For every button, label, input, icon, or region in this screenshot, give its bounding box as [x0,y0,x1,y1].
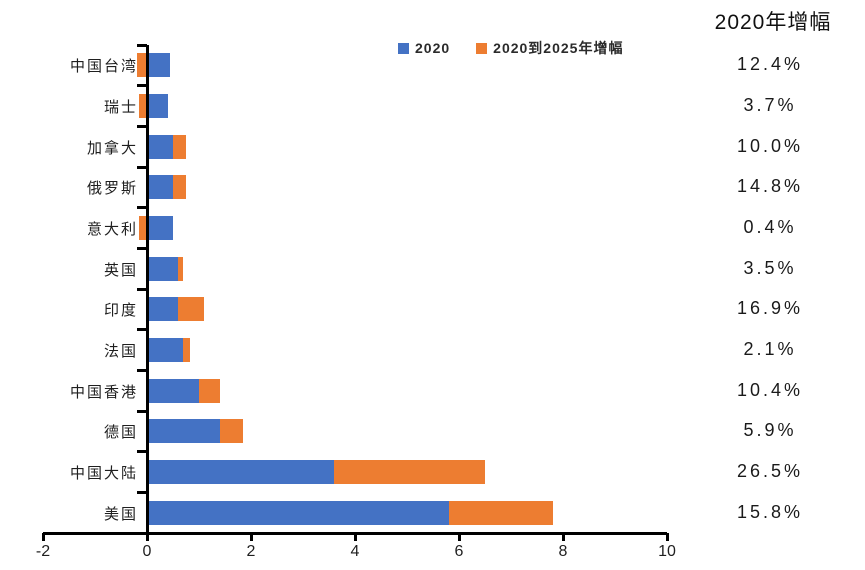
category-label: 英国 [103,260,138,279]
bar-2020-2025-growth [178,256,184,281]
bar-2020-2025-growth [334,460,485,484]
growth-value: 5.9% [743,420,797,441]
x-axis-tick [41,533,45,541]
growth-value: 10.0% [736,135,804,156]
bar-2020-2025-growth [219,419,244,444]
bar-2020 [147,460,335,484]
bar-2020 [147,378,199,403]
y-axis-tick [137,124,147,128]
y-axis-tick [137,490,147,494]
x-axis-tick-label: 0 [142,543,152,560]
category-label: 印度 [103,301,138,320]
growth-value: 14.8% [736,176,804,197]
legend-swatch-icon [398,42,409,54]
x-axis-tick-label: 2 [246,543,256,560]
x-axis-tick [145,533,149,541]
category-label: 中国台湾 [69,57,138,76]
bar-2020-2025-growth [139,94,147,118]
growth-value: 16.9% [736,298,804,319]
bar-2020 [147,256,179,281]
bar-2020 [147,297,179,322]
x-axis-tick [561,533,565,541]
x-axis-tick-label: 6 [454,543,464,560]
category-label: 俄罗斯 [86,179,138,198]
y-axis-tick [137,409,147,413]
category-label: 中国香港 [69,382,138,401]
bar-2020 [147,94,168,118]
growth-value: 26.5% [736,461,804,481]
legend-label: 2020 [415,40,451,56]
y-axis-tick [137,246,147,250]
growth-value: 3.5% [743,257,797,278]
category-label: 加拿大 [86,138,138,157]
bar-2020-2025-growth [173,175,186,200]
x-axis-tick-label: -2 [35,543,51,560]
growth-value: 15.8% [736,501,804,522]
bar-2020 [147,419,220,444]
y-axis-tick [137,84,147,88]
bar-2020-2025-growth [199,378,220,403]
category-label: 德国 [103,423,138,442]
legend-label: 2020到2025年增幅 [493,40,624,56]
y-axis-line [145,45,149,533]
bar-2020-2025-growth [139,216,147,240]
bar-2020-2025-growth [448,500,553,525]
legend-swatch-icon [476,42,488,54]
y-axis-tick [137,43,147,47]
growth-value: 10.4% [736,379,804,400]
bar-2020 [147,134,173,159]
legend: 2020 2020到2025年增幅 [398,38,623,58]
y-axis-tick [137,328,147,332]
growth-value: 2.1% [743,339,797,359]
y-axis-tick [137,287,147,291]
x-axis-tick-label: 8 [558,543,568,560]
growth-panel-header: 2020年增幅 [714,11,832,34]
category-label: 法国 [103,342,138,360]
bar-2020 [147,53,171,78]
growth-value: 3.7% [743,95,797,115]
category-label: 瑞士 [103,98,138,116]
bar-2020-2025-growth [178,297,205,322]
x-axis-tick [457,533,461,541]
x-axis-tick [353,533,357,541]
x-axis-tick-label: 10 [658,543,676,560]
bar-2020 [147,338,184,362]
growth-value: 12.4% [736,54,804,75]
legend-item: 2020到2025年增幅 [476,38,623,58]
category-label: 意大利 [86,220,138,238]
y-axis-tick [137,206,147,210]
bar-2020-2025-growth [183,338,190,362]
x-axis-tick-label: 4 [350,543,360,560]
y-axis-tick [137,450,147,454]
category-label: 美国 [103,504,138,523]
y-axis-tick [137,165,147,169]
bar-2020-2025-growth [173,134,186,159]
bar-2020 [147,216,173,240]
legend-item: 2020 [398,40,450,56]
x-axis-tick [665,533,669,541]
category-label: 中国大陆 [69,464,138,482]
bar-2020 [147,500,449,525]
x-axis-tick [249,533,253,541]
bar-2020-2025-growth [136,53,147,78]
growth-value: 0.4% [743,217,797,237]
bar-2020 [147,175,173,200]
y-axis-tick [137,368,147,372]
